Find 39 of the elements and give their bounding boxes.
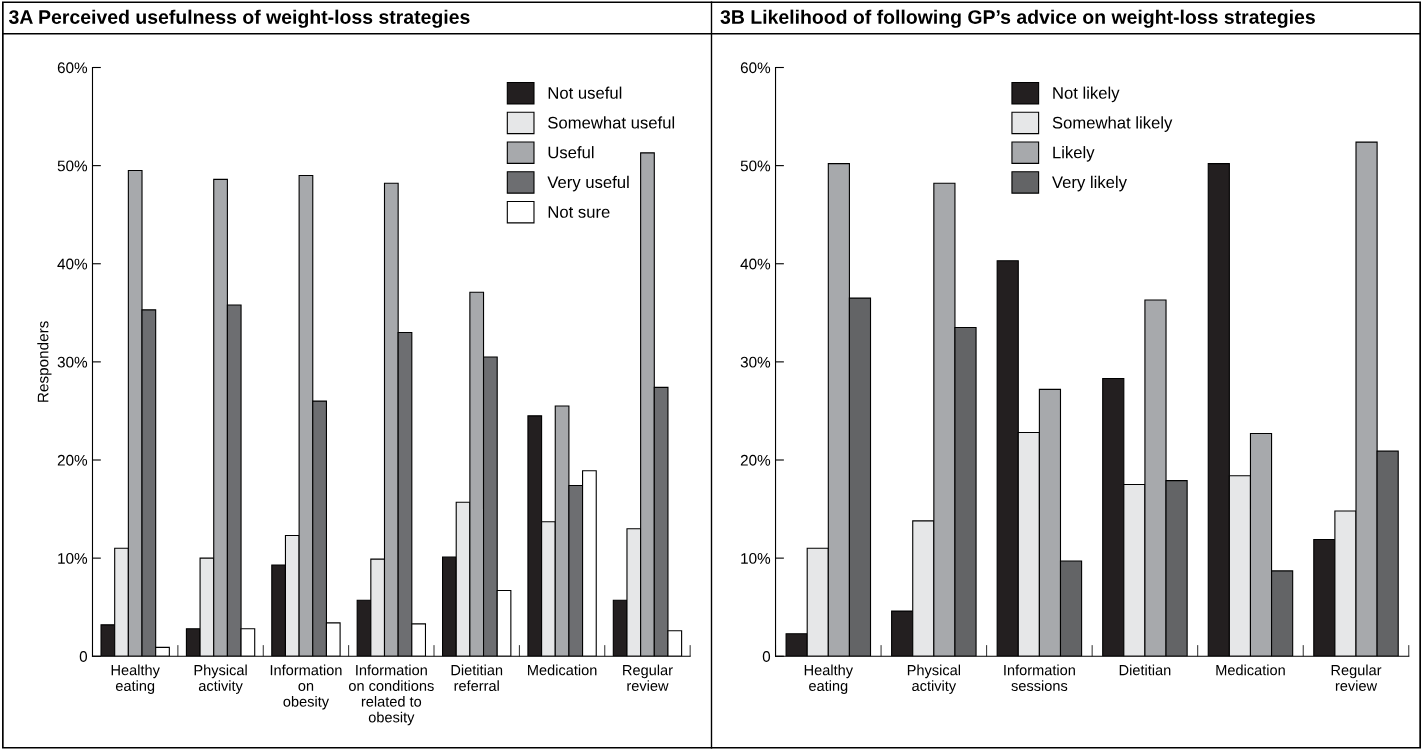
legend-label: Somewhat useful	[548, 116, 675, 129]
y-tick-label: 0	[762, 651, 771, 662]
x-tick-label: Healthy eating	[111, 664, 160, 694]
x-tick-label: Information on obesity	[270, 664, 342, 710]
y-tick-label: 30%	[740, 356, 771, 368]
y-tick-label: 40%	[740, 258, 771, 270]
legend-label: Not useful	[548, 86, 622, 99]
legend-label: Very likely	[1052, 175, 1127, 192]
y-tick-label: 60%	[57, 62, 88, 74]
y-tick-label: 10%	[58, 552, 88, 564]
x-tick-label: Dietitian	[1119, 664, 1171, 676]
x-tick-label: Information sessions	[1004, 664, 1075, 691]
x-tick-label: Dietitian referral	[451, 664, 503, 691]
x-tick-label: Medication	[1216, 664, 1285, 676]
legend-label: Useful	[548, 146, 594, 159]
y-tick-label: 50%	[57, 160, 88, 172]
x-tick-label: Physical activity	[907, 664, 961, 694]
x-tick-label: Information on conditions related to obesity	[348, 664, 434, 726]
legend-label: Not sure	[548, 206, 610, 218]
y-tick-label: 40%	[57, 258, 88, 270]
x-tick-label: Regular review	[623, 664, 673, 691]
y-tick-label: 50%	[740, 160, 771, 172]
y-tick-label: 30%	[57, 356, 88, 368]
y-tick-label: 10%	[741, 552, 771, 564]
legend-label: Likely	[1053, 146, 1095, 162]
y-tick-label: 60%	[740, 62, 771, 74]
chart-title: 3A Perceived usefulness of weight-loss strategies	[8, 9, 470, 28]
y-axis-title: Responders	[37, 321, 52, 402]
x-tick-label: Healthy eating	[804, 664, 853, 694]
x-tick-label: Physical activity	[194, 664, 247, 694]
legend-label: Very useful	[547, 175, 629, 192]
legend-label: Somewhat likely	[1052, 116, 1173, 132]
x-tick-label: Regular review	[1331, 664, 1382, 691]
legend-label: Not likely	[1053, 86, 1120, 103]
y-tick-label: 20%	[740, 454, 771, 466]
y-tick-label: 0	[79, 651, 88, 662]
chart-title: 3B Likelihood of following GP’s advice on weight-loss strategies	[720, 9, 1315, 28]
x-tick-label: Medication	[528, 664, 597, 676]
y-tick-label: 20%	[57, 454, 88, 466]
